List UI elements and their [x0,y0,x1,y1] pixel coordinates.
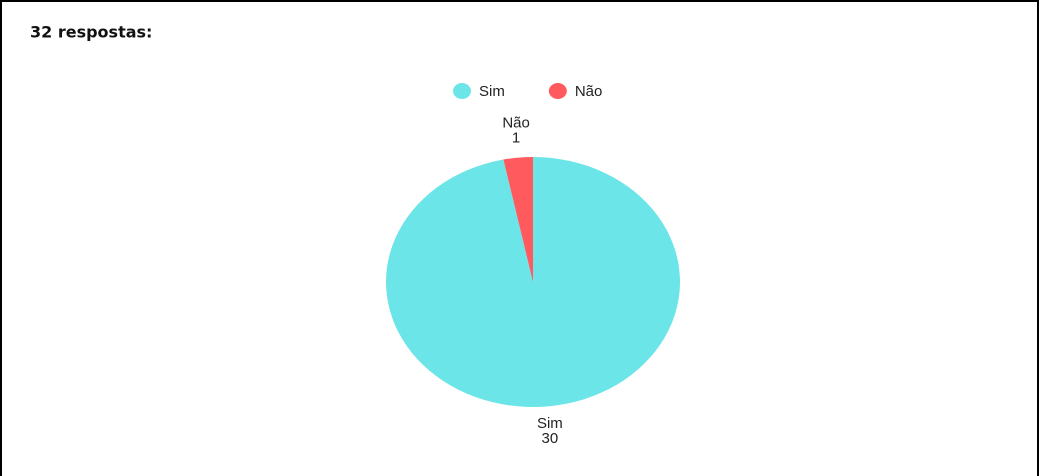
legend-label: Sim [479,83,505,100]
slice-value: 1 [512,130,520,147]
chart-title: 32 respostas: [30,23,152,42]
slice-label: Não [502,115,530,132]
legend-swatch [548,83,567,99]
legend-swatch [453,83,471,99]
pie-slice [503,157,533,282]
slice-label: Sim [537,415,563,432]
slice-value: 30 [542,430,559,447]
legend-label: Não [575,83,603,100]
